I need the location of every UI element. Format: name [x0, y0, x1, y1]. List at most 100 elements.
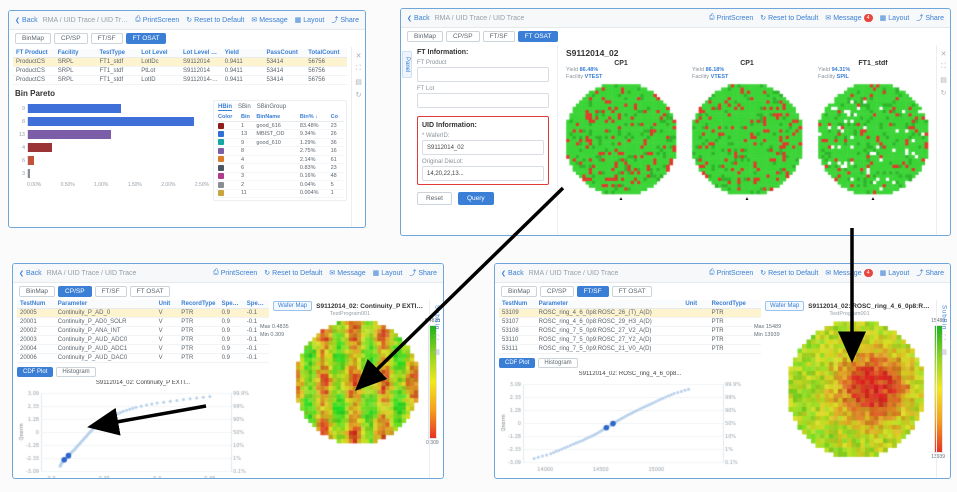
cdf-tab[interactable]: Histogram	[538, 358, 578, 368]
toolbar-button[interactable]: ⤴ Share	[331, 16, 359, 25]
strip-icon[interactable]: ✕	[940, 51, 947, 58]
column-header[interactable]: RecordType	[708, 300, 761, 309]
bin-row[interactable]: 4 2.14% 61	[216, 155, 344, 165]
toolbar-button[interactable]: ✉ Message 4	[825, 14, 873, 22]
toolbar-button[interactable]: ▦ Layout	[372, 269, 403, 278]
wafer-id-input[interactable]: S9112014_02	[422, 140, 544, 155]
toolbar-button[interactable]: ↻ Reset to Default	[264, 269, 323, 278]
table-row[interactable]: 53111 ROSC_ring_7_5_0p9:ROSC_21_V0_A(D) …	[499, 344, 761, 354]
subbin-side-tab[interactable]: SubBin	[940, 305, 947, 331]
toolbar-button[interactable]: ⎙ PrintScreen	[709, 14, 754, 22]
toolbar-button[interactable]: ⎙ PrintScreen	[213, 269, 258, 277]
column-header[interactable]: Lot Level Content	[180, 49, 222, 58]
view-tab[interactable]: BinMap	[19, 286, 56, 297]
table-row[interactable]: 53108 ROSC_ring_7_5_0p9:ROSC_27_V2_A(D) …	[499, 326, 761, 336]
view-tab[interactable]: FT/SF	[576, 286, 609, 297]
column-header[interactable]: BinName	[254, 114, 298, 122]
view-tab[interactable]: CP/SP	[540, 286, 574, 297]
strip-icon[interactable]: ✕	[355, 53, 362, 60]
strip-icon[interactable]: ▤	[940, 349, 947, 357]
toolbar-button[interactable]: ✉ Message	[329, 269, 366, 278]
column-header[interactable]: SpecHigh	[218, 300, 244, 309]
column-header[interactable]: Color	[216, 114, 240, 122]
column-header[interactable]: Parameter	[54, 300, 156, 309]
toolbar-button[interactable]: ⤴ Share	[409, 269, 437, 278]
column-header[interactable]: TestType	[96, 49, 139, 58]
strip-icon[interactable]: ⛶	[941, 335, 946, 343]
view-tab[interactable]: FT/SF	[94, 286, 127, 297]
column-header[interactable]: Unit	[682, 300, 709, 309]
table-row[interactable]: 53110 ROSC_ring_7_5_0p9:ROSC_27_Y2_A(D) …	[499, 335, 761, 345]
wafer-map-button[interactable]: Wafer Map	[273, 301, 313, 311]
table-row[interactable]: 20001 Continuity_P_AD0_SOLR V PTR 0.9 -0…	[17, 317, 269, 327]
toolbar-button[interactable]: ↻ Reset to Default	[186, 16, 245, 25]
column-header[interactable]: Yield	[221, 49, 264, 58]
table-row[interactable]: 53107 ROSC_ring_4_6_0p8:ROSC_29_H3_A(D) …	[499, 317, 761, 327]
subbin-side-tab[interactable]: SubBin	[433, 305, 440, 331]
column-header[interactable]: FT Product	[13, 49, 55, 58]
table-row[interactable]: 20003 Continuity_P_AUD_ADC0 V PTR 0.9 -0…	[17, 335, 269, 345]
bin-tab[interactable]: HBin	[218, 104, 232, 111]
view-tab[interactable]: BinMap	[501, 286, 538, 297]
toolbar-button[interactable]: ▦ Layout	[294, 16, 325, 25]
bin-row[interactable]: 1 good_616 83.48% 23	[216, 121, 344, 131]
bin-row[interactable]: 2 0.04% 5	[216, 180, 344, 190]
column-header[interactable]: TestNum	[499, 300, 536, 309]
bin-row[interactable]: 3 0.16% 48	[216, 172, 344, 182]
column-header[interactable]: Bin	[239, 114, 255, 122]
back-link[interactable]: ❮ Back	[19, 269, 42, 277]
strip-icon[interactable]: ⛶	[434, 335, 439, 343]
bin-row[interactable]: 13 MBIST_OD 9.34% 26	[216, 129, 344, 139]
column-header[interactable]: Unit	[155, 300, 179, 309]
ft-product-input[interactable]	[417, 67, 549, 82]
column-header[interactable]: Facility	[54, 49, 97, 58]
back-link[interactable]: ❮ Back	[501, 269, 524, 277]
column-header[interactable]: Parameter	[535, 300, 683, 309]
strip-icon[interactable]: ↻	[355, 92, 362, 99]
table-row[interactable]: 20002 Continuity_P_ANA_INT V PTR 0.9 -0.…	[17, 326, 269, 336]
bin-row[interactable]: 8 2.75% 16	[216, 146, 344, 156]
column-header[interactable]: Lot Level	[138, 49, 180, 58]
toolbar-button[interactable]: ⤴ Share	[916, 14, 944, 23]
strip-icon[interactable]: ▤	[940, 77, 947, 84]
dielot-input[interactable]: 14,20,22,13...	[422, 166, 544, 181]
toolbar-button[interactable]: ✉ Message 4	[825, 269, 873, 277]
bin-row[interactable]: 6 0.83% 23	[216, 163, 344, 173]
strip-icon[interactable]: ⛶	[941, 63, 946, 70]
view-tab[interactable]: FT/SF	[482, 31, 515, 42]
view-tab[interactable]: FT OSAT	[129, 286, 171, 297]
column-header[interactable]: TotalCount	[305, 49, 347, 58]
cdf-tab[interactable]: Histogram	[56, 367, 96, 377]
bin-row[interactable]: 9 good_610 1.29% 36	[216, 138, 344, 148]
toolbar-button[interactable]: ▦ Layout	[879, 269, 910, 278]
cdf-tab[interactable]: CDF Plot	[499, 358, 536, 368]
view-tab[interactable]: FT OSAT	[517, 31, 559, 42]
ft-lot-input[interactable]	[417, 93, 549, 108]
back-link[interactable]: ❮ Back	[407, 14, 430, 22]
toolbar-button[interactable]: ⎙ PrintScreen	[709, 269, 754, 277]
toolbar-button[interactable]: ✉ Message	[251, 16, 288, 25]
wafer-heatmap-canvas[interactable]	[784, 317, 929, 461]
toolbar-button[interactable]: ↻ Reset to Default	[760, 14, 819, 23]
bin-tab[interactable]: SBin	[238, 104, 251, 110]
wafer-map-button[interactable]: Wafer Map	[765, 301, 805, 311]
wafer-binmap-canvas[interactable]	[815, 81, 931, 197]
view-tab[interactable]: FT OSAT	[611, 286, 653, 297]
wafer-binmap-canvas[interactable]	[563, 81, 679, 197]
table-row[interactable]: ProductCS SRPL FT1_stdf LotID S9112014-S…	[13, 75, 347, 85]
table-row[interactable]: ProductCS SRPL FT1_stdf PtLot S9112014 0…	[13, 66, 347, 76]
view-tab[interactable]: BinMap	[15, 33, 52, 44]
toolbar-button[interactable]: ▦ Layout	[879, 14, 910, 23]
bin-tab[interactable]: SBinGroup	[256, 104, 287, 110]
column-header[interactable]: SpecLow	[243, 300, 269, 309]
cdf-plot-canvas[interactable]	[17, 387, 255, 478]
cdf-plot-canvas[interactable]	[499, 378, 747, 474]
strip-icon[interactable]: ▤	[355, 79, 362, 86]
view-tab[interactable]: CP/SP	[54, 33, 88, 44]
cdf-tab[interactable]: CDF Plot	[17, 367, 54, 377]
strip-icon[interactable]: ⛶	[356, 65, 361, 72]
view-tab[interactable]: FT/SF	[90, 33, 123, 44]
view-tab[interactable]: CP/SP	[58, 286, 92, 297]
wafer-heatmap-canvas[interactable]	[291, 317, 422, 447]
strip-icon[interactable]: ↻	[940, 90, 947, 97]
